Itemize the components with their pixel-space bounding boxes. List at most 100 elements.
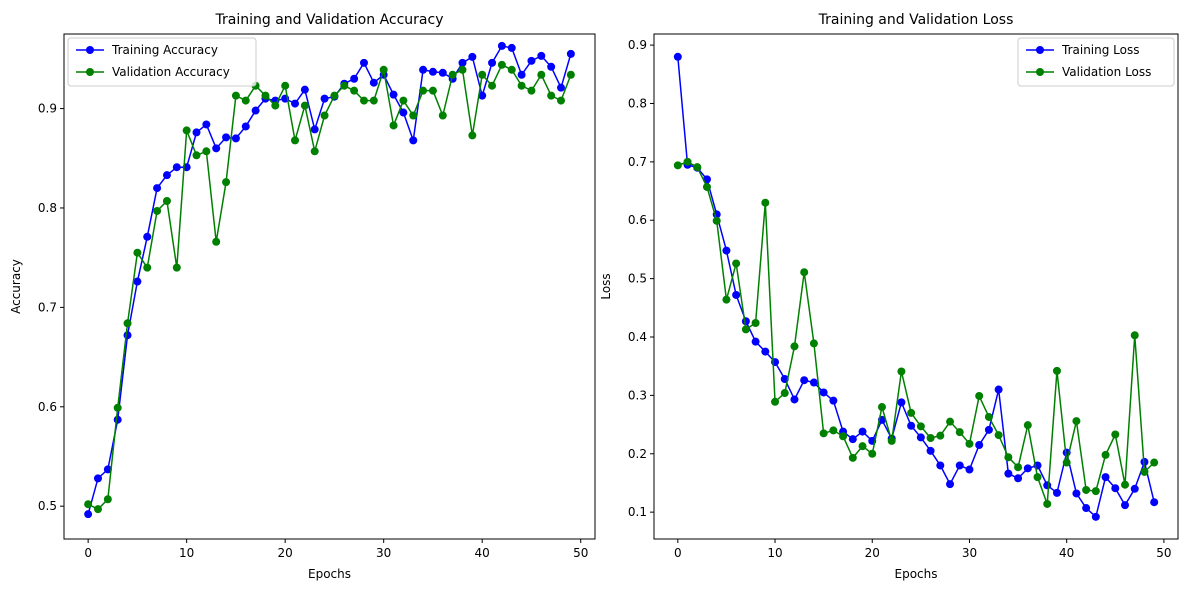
accuracy-series-0-point xyxy=(153,184,162,193)
loss-series-0-point xyxy=(673,52,682,61)
accuracy-series-1-point xyxy=(497,60,506,69)
loss-series-0-point xyxy=(936,461,945,470)
accuracy-series-1-point xyxy=(330,91,339,100)
loss-legend-label: Training Loss xyxy=(1061,43,1139,57)
accuracy-series-1-point xyxy=(409,111,418,120)
accuracy-series-1-point xyxy=(271,101,280,110)
accuracy-series-0-point xyxy=(537,51,546,60)
loss-series-1-point xyxy=(1130,331,1139,340)
loss-series-0-point xyxy=(819,388,828,397)
loss-series-1-point xyxy=(790,342,799,351)
accuracy-series-1-point xyxy=(438,111,447,120)
loss-series-1-point xyxy=(916,422,925,431)
accuracy-series-1-point xyxy=(231,91,240,100)
loss-series-0-point xyxy=(907,421,916,430)
accuracy-series-1-point xyxy=(399,96,408,105)
accuracy-series-0-point xyxy=(143,232,152,241)
accuracy-series-0-point xyxy=(350,74,359,83)
loss-series-0-point xyxy=(829,396,838,405)
accuracy-series-0-point xyxy=(507,43,516,52)
accuracy-series-0-point xyxy=(409,136,418,145)
loss-series-1-point xyxy=(1150,458,1159,467)
accuracy-series-0-point xyxy=(93,474,102,483)
accuracy-series-1-point xyxy=(537,70,546,79)
loss-series-1-point xyxy=(693,163,702,172)
accuracy-series-1-point xyxy=(172,263,181,272)
accuracy-y-tick-label: 0.7 xyxy=(38,300,57,314)
accuracy-series-1-point xyxy=(468,131,477,140)
loss-series-1-point xyxy=(858,442,867,451)
accuracy-series-1-point xyxy=(350,86,359,95)
accuracy-series-0-point xyxy=(478,91,487,100)
loss-series-1-point xyxy=(897,367,906,376)
accuracy-series-0-point xyxy=(497,41,506,50)
accuracy-series-0-point xyxy=(133,277,142,286)
loss-series-1-point xyxy=(887,436,896,445)
accuracy-series-1-point xyxy=(192,151,201,160)
accuracy-series-0-point xyxy=(566,49,575,58)
accuracy-series-1-point xyxy=(291,136,300,145)
loss-series-0-point xyxy=(858,427,867,436)
accuracy-series-0-point xyxy=(172,163,181,172)
accuracy-series-1-point xyxy=(202,147,211,156)
loss-x-tick-label: 50 xyxy=(1156,546,1171,560)
accuracy-series-0-point xyxy=(419,65,428,74)
loss-y-tick-label: 0.9 xyxy=(628,38,647,52)
loss-series-0-point xyxy=(751,337,760,346)
loss-series-0-point xyxy=(1072,489,1081,498)
loss-series-0-point xyxy=(1052,488,1061,497)
loss-series-0-point xyxy=(916,433,925,442)
accuracy-series-1-point xyxy=(488,81,497,90)
accuracy-legend: Training Accuracy Validation Accuracy xyxy=(67,37,257,87)
loss-series-1-point xyxy=(868,449,877,458)
accuracy-series-0-point xyxy=(241,122,250,131)
accuracy-series-0-point xyxy=(517,70,526,79)
loss-series-0-point xyxy=(1004,469,1013,478)
accuracy-series-0-point xyxy=(527,56,536,65)
accuracy-x-axis-label: Epochs xyxy=(308,567,351,581)
loss-x-axis-label: Epochs xyxy=(895,567,938,581)
accuracy-series-1-point xyxy=(212,237,221,246)
accuracy-series-0-point xyxy=(103,465,112,474)
loss-series-0-point xyxy=(1043,481,1052,490)
loss-series-1-point xyxy=(761,198,770,207)
accuracy-x-tick-label: 40 xyxy=(475,546,490,560)
loss-series-1-point xyxy=(1121,480,1130,489)
accuracy-series-1-point xyxy=(428,86,437,95)
loss-series-0-point xyxy=(800,376,809,385)
accuracy-series-1-point xyxy=(507,65,516,74)
accuracy-series-0-point xyxy=(123,331,132,340)
accuracy-series-1-point xyxy=(103,495,112,504)
accuracy-series-0-point xyxy=(212,144,221,153)
accuracy-series-1-point xyxy=(379,65,388,74)
accuracy-series-0-point xyxy=(547,62,556,71)
loss-series-1-point xyxy=(741,325,750,334)
loss-series-1-point xyxy=(1052,366,1061,375)
loss-series-0-point xyxy=(741,317,750,326)
accuracy-legend-swatch-marker xyxy=(86,46,94,54)
accuracy-series-1-point xyxy=(182,126,191,135)
loss-series-0-point xyxy=(1014,474,1023,483)
loss-series-1-point xyxy=(683,157,692,166)
accuracy-series-1-point xyxy=(162,197,171,206)
loss-series-0-point xyxy=(946,480,955,489)
loss-series-0-point xyxy=(1111,484,1120,493)
accuracy-series-1-point xyxy=(281,81,290,90)
loss-series-1-point xyxy=(907,408,916,417)
loss-series-1-point xyxy=(965,439,974,448)
accuracy-series-0-point xyxy=(192,128,201,137)
accuracy-series-1-point xyxy=(557,96,566,105)
loss-series-0-point xyxy=(790,395,799,404)
accuracy-series-0-point xyxy=(389,90,398,99)
accuracy-series-0-point xyxy=(320,94,329,103)
loss-series-1-point xyxy=(1043,499,1052,508)
accuracy-series-0-point xyxy=(359,58,368,67)
loss-series-0-point xyxy=(1082,504,1091,513)
accuracy-series-1-point xyxy=(93,505,102,514)
accuracy-series-0-point xyxy=(84,510,93,519)
loss-legend-label: Validation Loss xyxy=(1062,65,1151,79)
loss-series-0-point xyxy=(965,465,974,474)
accuracy-plot-frame xyxy=(63,33,596,540)
loss-series-1-point xyxy=(819,429,828,438)
